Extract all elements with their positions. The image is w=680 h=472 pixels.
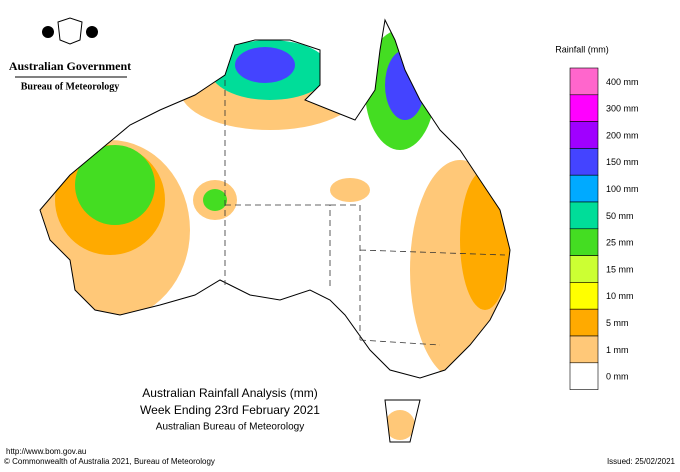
legend-label: 0 mm [606, 372, 629, 382]
legend-swatch [569, 255, 599, 283]
legend-swatch [569, 335, 599, 364]
legend-swatch [569, 174, 599, 203]
legend-swatch [569, 362, 599, 390]
legend-swatch [569, 201, 599, 230]
legend-swatch [569, 94, 599, 122]
legend-swatch [569, 282, 599, 310]
legend-label: 50 mm [606, 211, 634, 221]
caption-line: Week Ending 23rd February 2021 [140, 403, 320, 417]
rain-area [385, 410, 415, 440]
footer-issued: Issued: 25/02/2021 [607, 457, 676, 466]
legend-swatch [569, 148, 599, 176]
legend-swatch [569, 67, 599, 96]
caption-line: Australian Bureau of Meteorology [156, 422, 304, 433]
rain-area [330, 178, 370, 202]
footer-copyright: © Commonwealth of Australia 2021, Bureau… [4, 457, 215, 466]
legend-label: 100 mm [606, 184, 639, 194]
legend-swatch [569, 121, 599, 149]
legend-swatch [569, 228, 599, 256]
crest [57, 17, 83, 45]
emblem-figure [42, 26, 54, 38]
legend-swatch [569, 308, 599, 337]
caption-line: Australian Rainfall Analysis (mm) [142, 386, 317, 400]
rain-area [235, 47, 295, 83]
rain-area [75, 145, 155, 225]
legend: 400 mm 300 mm 200 mm 150 mm 100 mm 50 mm 25 mm… [569, 67, 639, 390]
legend-title: Rainfall (mm) [555, 44, 609, 54]
legend-label: 25 mm [606, 238, 634, 248]
legend-label: 1 mm [606, 345, 629, 355]
legend-label: 400 mm [606, 77, 639, 87]
coastline [39, 18, 511, 443]
legend-label: 300 mm [606, 104, 639, 114]
agency-name: Bureau of Meteorology [21, 81, 120, 92]
government-name: Australian Government [9, 59, 131, 73]
state-borders [224, 80, 506, 346]
legend-label: 200 mm [606, 130, 639, 140]
legend-label: 150 mm [606, 157, 639, 167]
emblem-figure [86, 26, 98, 38]
legend-label: 10 mm [606, 291, 634, 301]
logo [42, 17, 98, 45]
legend-label: 5 mm [606, 318, 629, 328]
rain-area [203, 189, 227, 211]
legend-label: 15 mm [606, 264, 634, 274]
footer-url: http://www.bom.gov.au [6, 447, 86, 456]
